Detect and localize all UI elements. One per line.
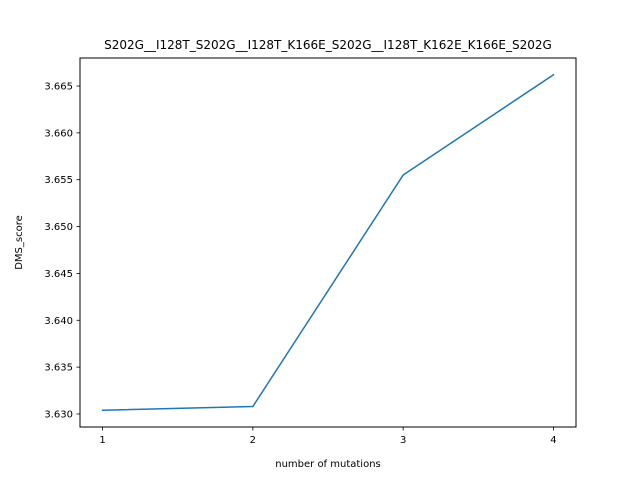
y-tick-label: 3.630 [44, 409, 73, 420]
series-layer [101, 73, 555, 411]
y-tick-label: 3.645 [44, 269, 73, 280]
y-tick-label: 3.635 [44, 363, 73, 374]
plot-area [79, 57, 577, 428]
y-tick-label: 3.660 [44, 128, 73, 139]
y-tick-label: 3.650 [44, 222, 73, 233]
x-axis-label: number of mutations [275, 459, 381, 470]
y-axis-ticks: 3.630 3.635 3.640 3.645 3.650 3.655 3.660 3.665 [44, 82, 80, 420]
y-tick-label: 3.655 [44, 175, 73, 186]
y-tick-label: 3.640 [44, 316, 73, 327]
x-tick-label: 3 [400, 435, 406, 446]
chart-title: S202G__I128T_S202G__I128T_K166E_S202G__I… [104, 38, 552, 52]
x-tick-label: 1 [99, 435, 105, 446]
x-axis-ticks: 1 2 3 4 [99, 427, 557, 446]
y-axis-label: DMS_score [14, 215, 25, 270]
x-tick-label: 4 [550, 435, 556, 446]
x-tick-label: 2 [250, 435, 256, 446]
series-line [101, 73, 555, 411]
axes-frame [79, 57, 577, 428]
y-tick-label: 3.665 [44, 82, 73, 93]
